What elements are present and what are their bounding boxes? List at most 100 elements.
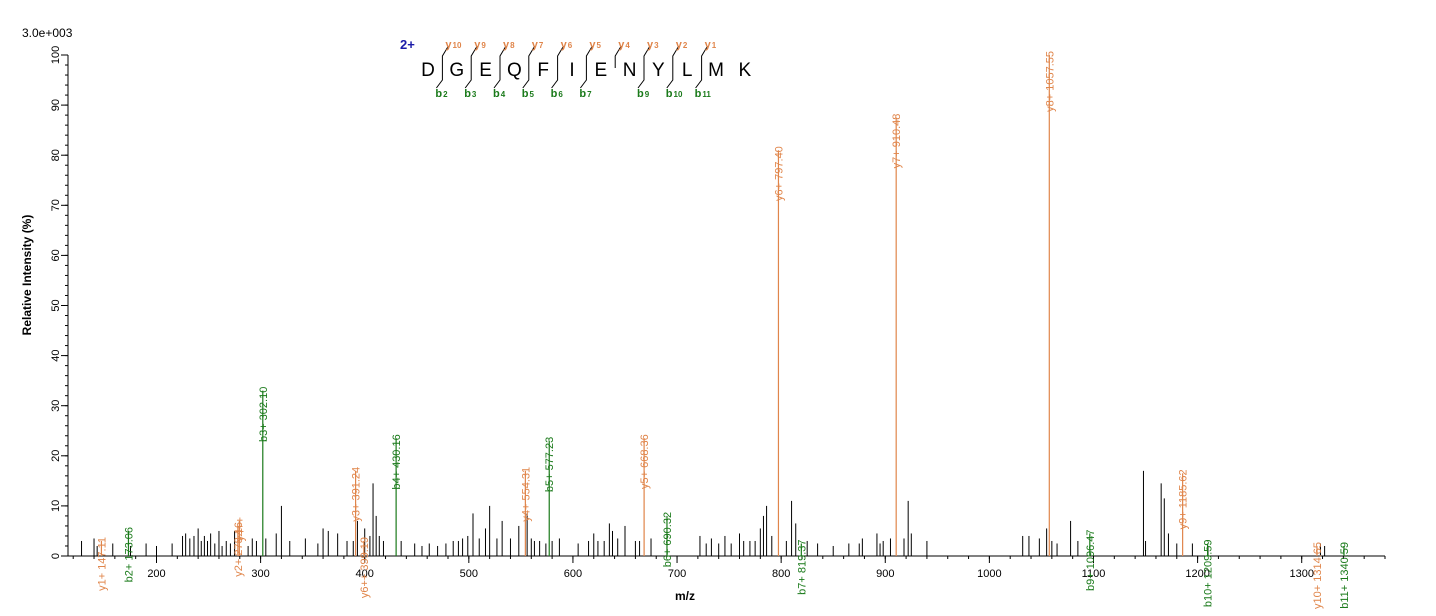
- x-axis: 200 300 400 500 600 700 800 900 1000 1100 1200 1300: [68, 555, 1386, 580]
- y-cleavage-marker: [557, 45, 565, 68]
- y-ion-label: y4++: [234, 517, 246, 541]
- y-cleavage-marker: [672, 45, 680, 68]
- y-cleavage-marker: [528, 45, 536, 68]
- x-tick-label: 800: [772, 568, 790, 580]
- y-tick-label: 30: [50, 400, 62, 412]
- x-axis-title: m/z: [675, 589, 695, 603]
- x-tick-label: 400: [356, 568, 374, 580]
- y-ion-label: y5+ 668.36: [639, 434, 651, 489]
- y-cleavage-marker: [585, 45, 593, 68]
- y-cleavage-marker: [614, 45, 622, 68]
- b-cleavage-marker: [637, 68, 645, 89]
- b-cleavage-marker: [493, 68, 501, 89]
- y-ion-label: y7+ 910.48: [891, 114, 903, 169]
- unassigned-peaks: [81, 470, 1326, 556]
- sequence-residue: L: [682, 60, 693, 81]
- sequence-residue: E: [594, 60, 607, 81]
- y-ion-label: y1+ 147.11: [96, 537, 108, 591]
- y-tick-label: 40: [50, 349, 62, 361]
- y-ion-marker-label: y9: [474, 39, 486, 51]
- y-tick-label: 100: [50, 46, 62, 64]
- sequence-residue: Y: [652, 60, 665, 81]
- b-ion-label: b4+ 430.16: [391, 434, 403, 489]
- y-ion-label: y4+ 554.31: [520, 467, 532, 522]
- b-ion-marker-label: b2: [435, 88, 448, 100]
- y-tick-label: 0: [50, 553, 62, 559]
- sequence-residue: N: [623, 60, 637, 81]
- sequence-residue: I: [569, 60, 574, 81]
- x-tick-label: 1200: [1185, 568, 1209, 580]
- y-tick-label: 90: [50, 99, 62, 111]
- sequence-residue: G: [449, 60, 464, 81]
- x-tick-label: 700: [668, 568, 686, 580]
- y-ion-marker-label: y5: [589, 39, 601, 51]
- y-tick-label: 20: [50, 450, 62, 462]
- b-ion-marker-label: b7: [579, 88, 592, 100]
- b-ion-label: b5+ 577.23: [544, 437, 556, 492]
- x-tick-label: 300: [251, 568, 269, 580]
- y-ion-marker-label: y1: [705, 39, 717, 51]
- y-cleavage-marker: [499, 45, 507, 68]
- y-ion-marker-label: y4: [618, 39, 630, 51]
- y-ion-marker-label: y7: [532, 39, 544, 51]
- y-tick-label: 50: [50, 299, 62, 311]
- y-axis-title: Relative Intensity (%): [20, 215, 34, 336]
- b-ion-label: b3+ 302.10: [258, 387, 270, 442]
- b-cleavage-marker: [666, 68, 674, 89]
- sequence-residue: K: [738, 60, 751, 81]
- b-ion-marker-label: b9: [637, 88, 650, 100]
- x-tick-label: 600: [564, 568, 582, 580]
- b-cleavage-marker: [522, 68, 530, 89]
- y-tick-label: 10: [50, 500, 62, 512]
- b-ion-marker-label: b5: [522, 88, 535, 100]
- b-ion-marker-label: b4: [493, 88, 506, 100]
- b-ion-label: b10+ 1209.59: [1203, 539, 1215, 607]
- sequence-residue: M: [708, 60, 724, 81]
- intensity-scale-label: 3.0e+003: [22, 26, 73, 40]
- x-tick-label: 1300: [1289, 568, 1313, 580]
- b-cleavage-marker: [580, 68, 587, 89]
- y-cleavage-marker: [441, 45, 449, 68]
- b-cleavage-marker: [464, 68, 472, 89]
- b-ion-label: b11+ 1340.59: [1339, 542, 1351, 609]
- b-cleavage-marker: [435, 68, 443, 89]
- y-tick-label: 80: [50, 149, 62, 161]
- b-ion-marker-label: b3: [464, 88, 477, 100]
- y-ion-marker-label: y6: [561, 39, 573, 51]
- sequence-residue: D: [421, 60, 435, 81]
- b-cleavage-marker: [551, 68, 559, 89]
- y-ion-label: y10+ 1314.65: [1312, 542, 1324, 609]
- x-tick-label: 200: [147, 568, 165, 580]
- sequence-residue: F: [537, 60, 549, 81]
- y-axis: 0 10 20 30 40 50 60 70 80 90 100: [50, 46, 69, 559]
- y-cleavage-marker: [701, 45, 709, 68]
- x-tick-label: 900: [876, 568, 894, 580]
- x-tick-label: 1100: [1082, 568, 1106, 580]
- b-ion-marker-label: b11: [695, 88, 712, 100]
- y-cleavage-marker: [470, 45, 478, 68]
- y-ion-label: y6+ 797.40: [773, 146, 785, 201]
- b-ion-label: b2+ 173.06: [123, 527, 135, 582]
- precursor-charge: 2+: [400, 37, 415, 52]
- y-ion-label: y6++ 399.19: [359, 537, 371, 598]
- y-ion-marker-label: y2: [676, 39, 688, 51]
- y-ion-label: y8+ 1057.55: [1044, 51, 1056, 112]
- x-tick-label: 1000: [977, 568, 1001, 580]
- b-ion-marker-label: b10: [666, 88, 683, 100]
- y-tick-label: 60: [50, 249, 62, 261]
- x-tick-label: 500: [460, 568, 478, 580]
- b-cleavage-marker: [695, 68, 703, 89]
- y-ion-marker-label: y10: [445, 39, 462, 51]
- y-ion-label: y3+ 391.24: [351, 467, 363, 522]
- y-cleavage-marker: [643, 45, 651, 68]
- b-ion-marker-label: b6: [551, 88, 564, 100]
- y-tick-label: 70: [50, 199, 62, 211]
- sequence-residue: E: [479, 60, 492, 81]
- b-ion-label: b6+ 690.32: [662, 512, 674, 567]
- y-ion-marker-label: y3: [647, 39, 659, 51]
- y-ion-label: y9+ 1185.62: [1178, 469, 1190, 529]
- b-ion-label: b7+ 819.37: [796, 539, 808, 594]
